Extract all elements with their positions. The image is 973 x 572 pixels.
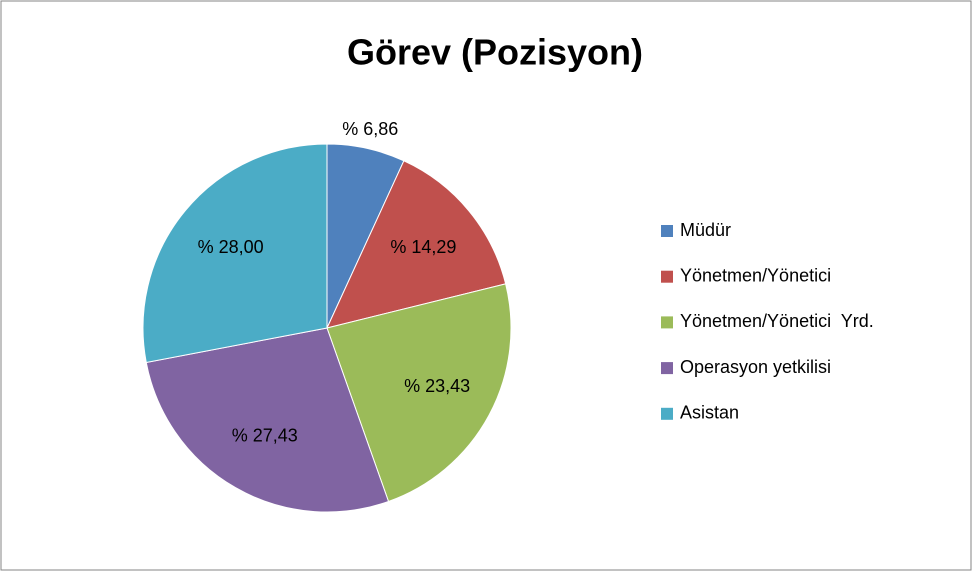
data-label: % 28,00 [198, 237, 264, 257]
legend-label: Asistan [680, 403, 739, 423]
data-label: % 27,43 [232, 425, 298, 445]
legend-label: Yönetmen/Yönetici [680, 265, 831, 285]
legend-swatch [661, 407, 673, 420]
pie-slice [326, 283, 512, 503]
legend-swatch [661, 225, 673, 237]
data-label: % 23,43 [404, 376, 470, 396]
data-label: % 14,29 [390, 237, 456, 257]
legend-swatch [661, 270, 673, 283]
pie-slice [142, 143, 328, 364]
legend-swatch [661, 362, 673, 375]
chart-title: Görev (Pozisyon) [347, 32, 643, 73]
pie-slice [145, 327, 390, 513]
data-label: % 6,86 [342, 119, 398, 139]
legend-label: Müdür [680, 220, 731, 240]
legend-label: Operasyon yetkilisi [680, 357, 831, 377]
legend-label: Yönetmen/Yönetici Yrd. [680, 311, 874, 331]
pie-slice [326, 160, 507, 329]
legend-swatch [661, 316, 673, 329]
